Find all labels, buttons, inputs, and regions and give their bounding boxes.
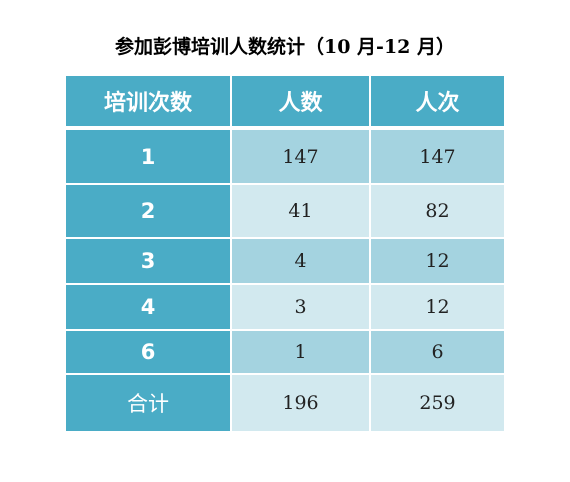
table-total-row: 合计 196 259 (64, 373, 506, 433)
table-row: 1 147 147 (64, 127, 506, 185)
total-label: 合计 (64, 373, 232, 433)
people-cell: 1 (230, 329, 371, 375)
row-label: 4 (64, 283, 232, 331)
times-cell: 12 (369, 283, 506, 331)
page-title: 参加彭博培训人数统计（10 月-12 月） (115, 36, 455, 58)
header-training-count: 培训次数 (64, 74, 232, 129)
people-cell: 3 (230, 283, 371, 331)
table-row: 4 3 12 (64, 283, 506, 331)
times-cell: 82 (369, 183, 506, 239)
table-row: 2 41 82 (64, 183, 506, 239)
table-row: 6 1 6 (64, 329, 506, 375)
training-stats-table: 培训次数 人数 人次 1 147 147 2 41 82 3 4 12 4 3 … (64, 74, 506, 433)
row-label: 6 (64, 329, 232, 375)
header-times: 人次 (369, 74, 506, 129)
row-label: 3 (64, 237, 232, 285)
times-cell: 6 (369, 329, 506, 375)
table-row: 3 4 12 (64, 237, 506, 285)
times-cell: 12 (369, 237, 506, 285)
row-label: 2 (64, 183, 232, 239)
table-header-row: 培训次数 人数 人次 (64, 74, 506, 129)
total-people-cell: 196 (230, 373, 371, 433)
header-people: 人数 (230, 74, 371, 129)
times-cell: 147 (369, 127, 506, 185)
row-label: 1 (64, 127, 232, 185)
people-cell: 4 (230, 237, 371, 285)
people-cell: 147 (230, 127, 371, 185)
people-cell: 41 (230, 183, 371, 239)
total-times-cell: 259 (369, 373, 506, 433)
